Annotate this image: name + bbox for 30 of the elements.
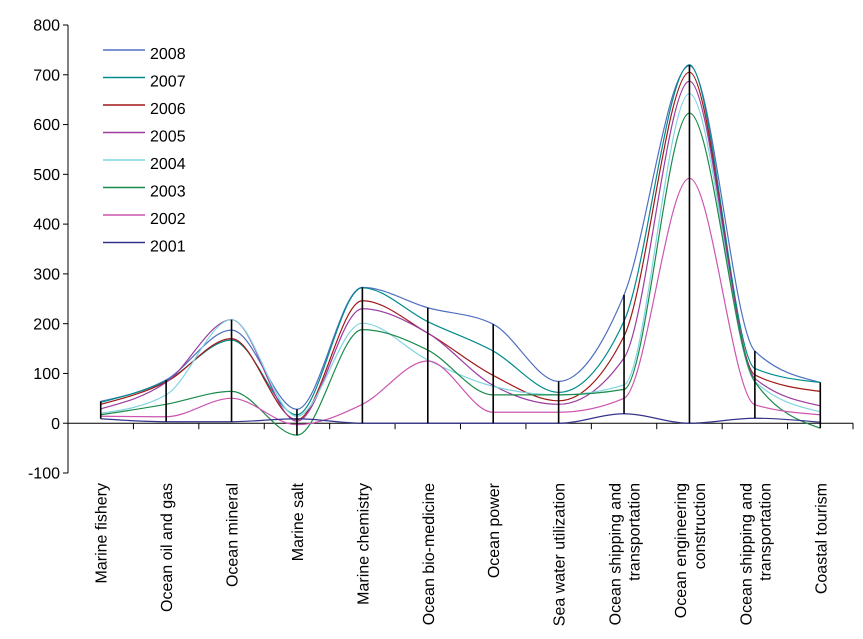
y-tick-label: 0 — [51, 416, 60, 433]
x-tick-label: Ocean bio-medicine — [420, 482, 438, 626]
y-tick-label: 800 — [33, 18, 60, 35]
y-tick-label: -100 — [28, 466, 60, 483]
x-tick-label: Ocean oil and gas — [159, 483, 176, 612]
y-tick-label: 200 — [33, 316, 60, 334]
legend-label: 2008 — [150, 46, 186, 63]
legend-label: 2007 — [150, 74, 186, 90]
y-tick-label: 400 — [33, 216, 60, 234]
x-tick-label: Marine chemistry — [355, 483, 372, 605]
x-tick-label: Coastal tourism — [813, 483, 830, 594]
line-series — [100, 413, 821, 424]
legend-label: 2003 — [150, 184, 186, 200]
legend-label: 2005 — [150, 128, 186, 146]
x-tick-label: Ocean power — [486, 482, 504, 578]
legend-label: 2006 — [150, 101, 186, 118]
y-tick-label: 600 — [33, 117, 60, 134]
y-tick-label: 300 — [33, 266, 60, 284]
x-tick-label: Sea water utilization — [552, 483, 569, 626]
x-tick-label: Ocean mineral — [224, 483, 242, 588]
x-tick-label: Marine fishery — [94, 483, 111, 584]
y-tick-label: 100 — [33, 366, 60, 384]
x-tick-label: Ocean shipping and transportation — [608, 483, 644, 626]
line-series — [100, 178, 821, 426]
y-tick-label: 500 — [33, 166, 60, 184]
legend-label: 2002 — [150, 211, 186, 228]
y-tick-label: 700 — [33, 67, 60, 84]
legend-label: 2001 — [150, 238, 186, 256]
x-tick-label: Marine salt — [290, 482, 307, 562]
legend-label: 2004 — [150, 156, 186, 173]
